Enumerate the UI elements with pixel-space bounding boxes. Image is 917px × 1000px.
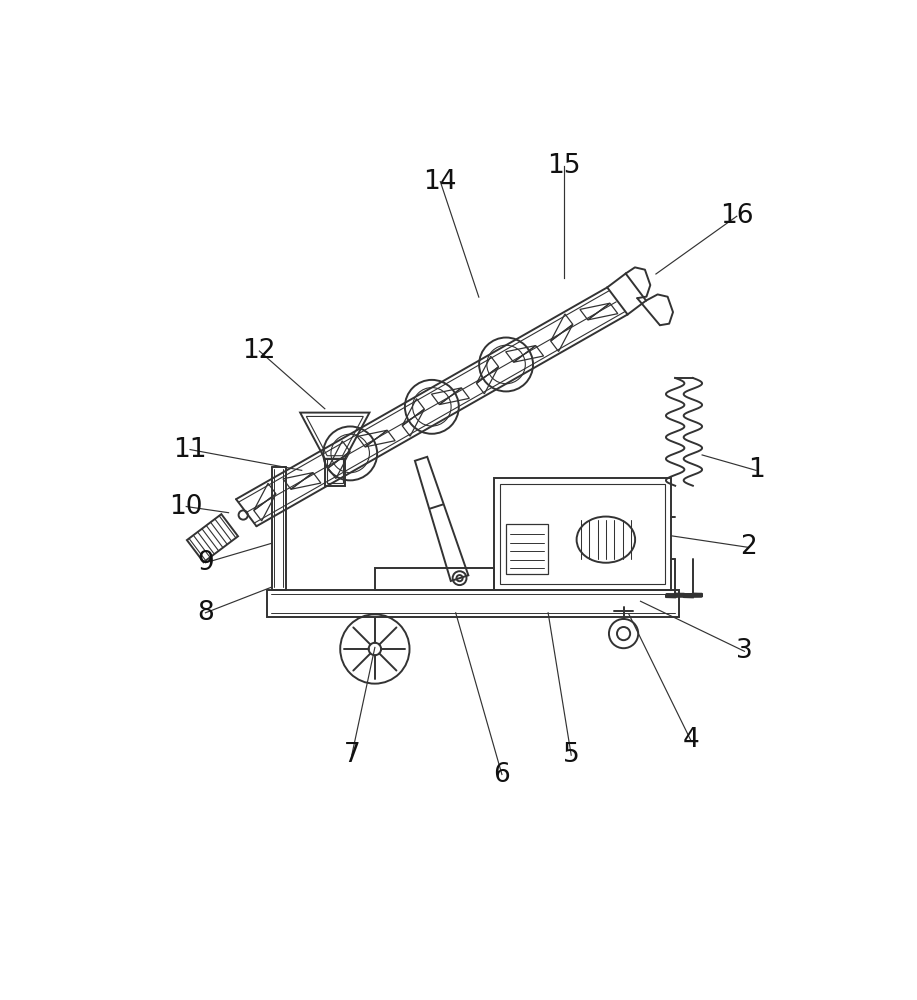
Text: 2: 2 (740, 534, 757, 560)
Text: 9: 9 (197, 550, 214, 576)
Bar (494, 478, 671, 590)
Text: 5: 5 (563, 742, 580, 768)
Text: 6: 6 (493, 762, 510, 788)
Bar (501, 484, 665, 584)
Text: 10: 10 (170, 494, 203, 520)
Text: 8: 8 (197, 600, 214, 626)
Text: 15: 15 (547, 153, 580, 179)
Text: 4: 4 (682, 727, 699, 753)
Bar (327, 459, 343, 483)
Text: 12: 12 (243, 338, 276, 364)
Text: 11: 11 (173, 437, 207, 463)
Text: 3: 3 (736, 638, 753, 664)
Bar (267, 590, 679, 617)
Bar (375, 568, 494, 590)
Text: 1: 1 (747, 457, 765, 483)
Bar (325, 459, 345, 486)
Bar (506, 524, 548, 574)
Text: 14: 14 (424, 169, 457, 195)
Text: 7: 7 (343, 742, 360, 768)
Text: 16: 16 (720, 203, 754, 229)
